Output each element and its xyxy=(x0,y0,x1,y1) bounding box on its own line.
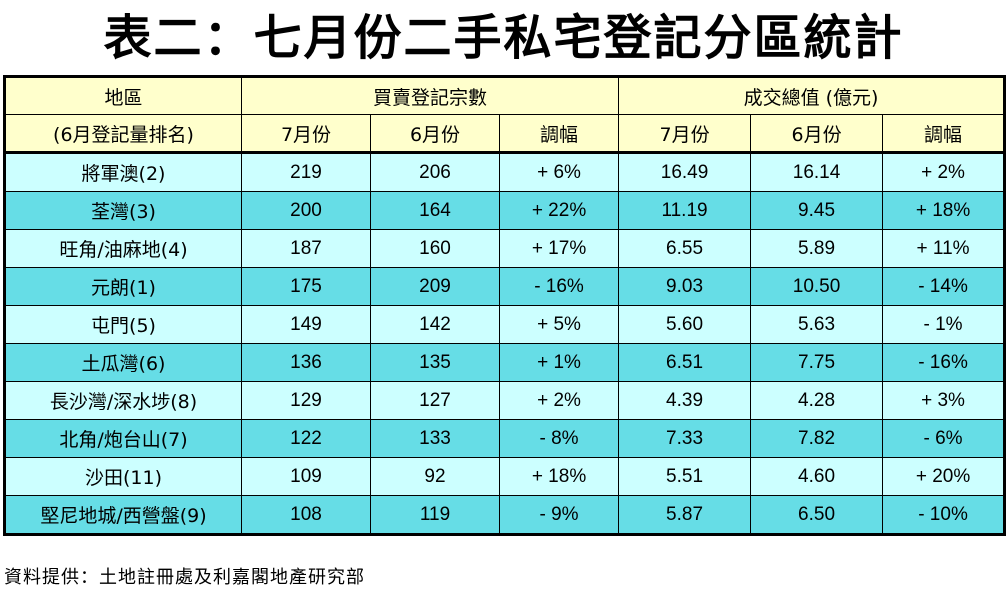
count-jun-cell: 209 xyxy=(370,267,500,306)
table-row: 北角/炮台山(7) 122 133- 8% 7.33 7.82- 6% xyxy=(4,419,1006,458)
value-jul-cell: 11.19 xyxy=(618,191,752,230)
count-change-cell: + 1% xyxy=(498,343,620,382)
table-row: 荃灣(3) 200 164 + 22% 11.19 9.45 + 18% xyxy=(4,191,1006,230)
count-jun-cell: 127 xyxy=(370,381,500,420)
count-jul-cell: 149 xyxy=(241,305,371,344)
count-jun-cell: 160 xyxy=(370,229,500,268)
header-value-change: 調幅 xyxy=(882,114,1006,154)
count-jul-cell: 122 xyxy=(241,419,371,458)
count-change-cell: + 5% xyxy=(498,305,620,344)
table-title: 表二：七月份二手私宅登記分區統計 xyxy=(103,10,904,66)
count-jul-cell: 108 xyxy=(241,495,371,535)
count-jul-cell: 219 xyxy=(241,152,371,192)
table-row: 將軍澳(2) 219 206 + 6% 16.49 16.14 + 2% xyxy=(4,152,1006,192)
value-jul-cell: 7.33 xyxy=(618,419,752,458)
district-cell: 荃灣(3) xyxy=(4,191,242,230)
value-change-cell: - 14% xyxy=(882,267,1006,306)
count-jun-cell: 92 xyxy=(370,457,500,496)
value-jul-cell: 5.60 xyxy=(618,305,752,344)
value-change-cell: - 10% xyxy=(882,495,1006,535)
table-row: 堅尼地城/西營盤(9) 108 119- 9% 5.87 6.50- 10% xyxy=(4,495,1006,535)
value-jul-cell: 4.39 xyxy=(618,381,752,420)
value-jun-cell: 9.45 xyxy=(750,191,884,230)
value-jul-cell: 16.49 xyxy=(618,152,752,192)
header-count-jun: 6月份 xyxy=(370,114,500,154)
count-jun-cell: 164 xyxy=(370,191,500,230)
count-jul-cell: 129 xyxy=(241,381,371,420)
value-change-cell: + 2% xyxy=(882,152,1006,192)
count-change-cell: + 6% xyxy=(498,152,620,192)
count-change-cell: + 17% xyxy=(498,229,620,268)
table-row: 屯門(5) 149 142 + 5% 5.60 5.63- 1% xyxy=(4,305,1006,344)
header-count-group: 買賣登記宗數 xyxy=(240,76,620,115)
value-jul-cell: 9.03 xyxy=(618,267,752,306)
count-jul-cell: 136 xyxy=(241,343,371,382)
district-cell: 堅尼地城/西營盤(9) xyxy=(4,495,242,535)
header-value-group: 成交總值 (億元) xyxy=(618,76,1006,115)
value-jun-cell: 10.50 xyxy=(750,267,884,306)
value-jul-cell: 5.51 xyxy=(618,457,752,496)
value-jul-cell: 6.55 xyxy=(618,229,752,268)
header-row-1: 地區 買賣登記宗數 成交總值 (億元) xyxy=(4,76,1006,115)
header-count-jul: 7月份 xyxy=(241,114,371,154)
value-jun-cell: 4.28 xyxy=(750,381,884,420)
count-jul-cell: 187 xyxy=(241,229,371,268)
count-jun-cell: 119 xyxy=(370,495,500,535)
table-row: 長沙灣/深水埗(8) 129 127 + 2% 4.39 4.28 + 3% xyxy=(4,381,1006,420)
count-jun-cell: 206 xyxy=(370,152,500,192)
count-change-cell: - 9% xyxy=(498,495,620,535)
district-cell: 旺角/油麻地(4) xyxy=(4,229,242,268)
district-cell: 北角/炮台山(7) xyxy=(4,419,242,458)
value-jun-cell: 5.89 xyxy=(750,229,884,268)
value-change-cell: - 6% xyxy=(882,419,1006,458)
header-district: 地區 xyxy=(4,76,242,115)
count-change-cell: + 22% xyxy=(498,191,620,230)
header-row-2: (6月登記量排名) 7月份 6月份 調幅 7月份 6月份 調幅 xyxy=(4,114,1006,154)
district-cell: 元朗(1) xyxy=(4,267,242,306)
value-jun-cell: 4.60 xyxy=(750,457,884,496)
value-jun-cell: 16.14 xyxy=(750,152,884,192)
value-jun-cell: 7.75 xyxy=(750,343,884,382)
count-jun-cell: 135 xyxy=(370,343,500,382)
value-change-cell: + 18% xyxy=(882,191,1006,230)
table-row: 旺角/油麻地(4) 187 160 + 17% 6.55 5.89 + 11% xyxy=(4,229,1006,268)
value-jun-cell: 7.82 xyxy=(750,419,884,458)
district-stats-table: 地區 買賣登記宗數 成交總值 (億元) (6月登記量排名) 7月份 6月份 調幅… xyxy=(3,75,1007,536)
table-row: 元朗(1) 175 209- 16% 9.03 10.50- 14% xyxy=(4,267,1006,306)
header-value-jul: 7月份 xyxy=(618,114,752,154)
value-jun-cell: 6.50 xyxy=(750,495,884,535)
count-jun-cell: 133 xyxy=(370,419,500,458)
count-jun-cell: 142 xyxy=(370,305,500,344)
table-row: 土瓜灣(6) 136 135 + 1% 6.51 7.75- 16% xyxy=(4,343,1006,382)
count-change-cell: + 18% xyxy=(498,457,620,496)
value-change-cell: + 3% xyxy=(882,381,1006,420)
header-count-change: 調幅 xyxy=(498,114,620,154)
count-change-cell: + 2% xyxy=(498,381,620,420)
district-cell: 將軍澳(2) xyxy=(4,152,242,192)
value-jul-cell: 6.51 xyxy=(618,343,752,382)
count-change-cell: - 16% xyxy=(498,267,620,306)
value-jun-cell: 5.63 xyxy=(750,305,884,344)
value-change-cell: + 20% xyxy=(882,457,1006,496)
header-district-sub: (6月登記量排名) xyxy=(4,114,242,154)
value-change-cell: - 16% xyxy=(882,343,1006,382)
value-change-cell: - 1% xyxy=(882,305,1006,344)
value-change-cell: + 11% xyxy=(882,229,1006,268)
count-jul-cell: 200 xyxy=(241,191,371,230)
header-value-jun: 6月份 xyxy=(750,114,884,154)
district-cell: 沙田(11) xyxy=(4,457,242,496)
table-row: 沙田(11) 109 92 + 18% 5.51 4.60 + 20% xyxy=(4,457,1006,496)
count-jul-cell: 109 xyxy=(241,457,371,496)
district-cell: 土瓜灣(6) xyxy=(4,343,242,382)
source-note: 資料提供：土地註冊處及利嘉閣地產研究部 xyxy=(4,567,365,588)
count-jul-cell: 175 xyxy=(241,267,371,306)
value-jul-cell: 5.87 xyxy=(618,495,752,535)
district-cell: 長沙灣/深水埗(8) xyxy=(4,381,242,420)
district-cell: 屯門(5) xyxy=(4,305,242,344)
count-change-cell: - 8% xyxy=(498,419,620,458)
